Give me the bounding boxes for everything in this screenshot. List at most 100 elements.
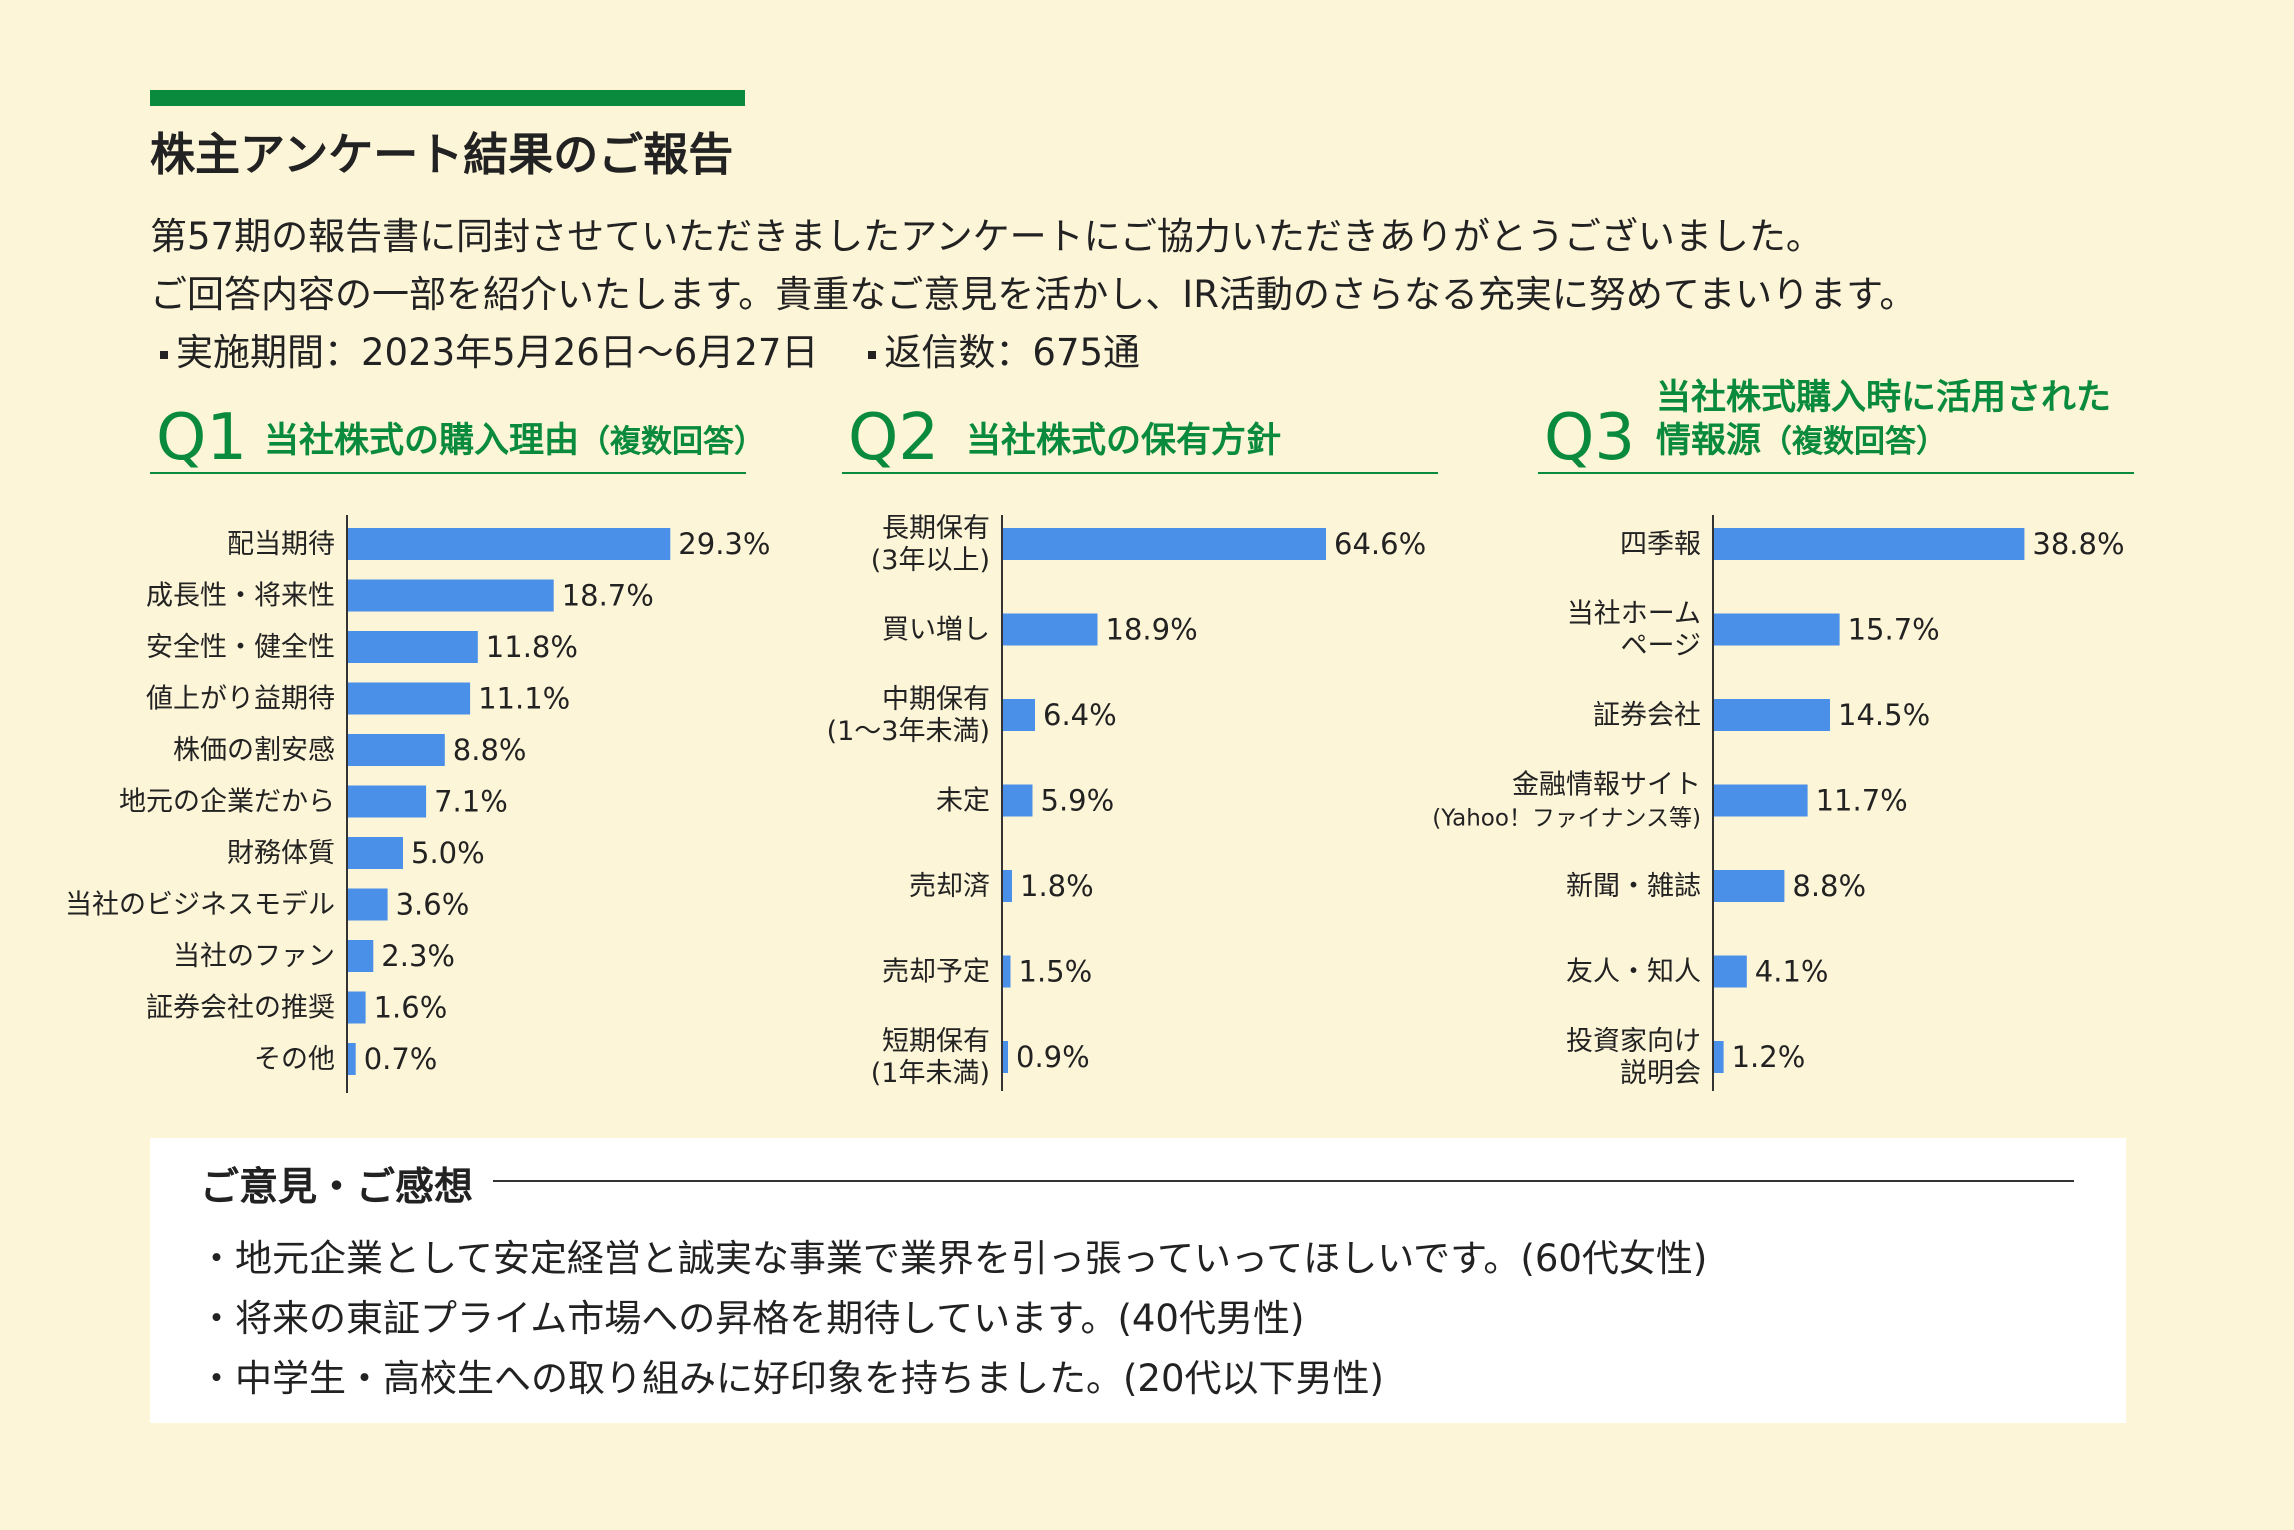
bar <box>1714 613 1840 646</box>
bar <box>1003 784 1033 817</box>
category-label: 友人・知人 <box>1566 957 1701 988</box>
category-label: 地元の企業だから <box>119 787 335 818</box>
bar <box>1714 870 1785 902</box>
comment-item: ・地元企業として安定経営と誠実な事業で業界を引っ張っていってほしいです。(60代… <box>198 1237 1708 1280</box>
data-label: 7.1% <box>434 785 508 819</box>
data-label: 1.5% <box>1019 955 1093 989</box>
q2-number: Q2 <box>848 401 940 475</box>
q1-title: 当社株式の購入理由（複数回答） <box>264 420 765 464</box>
data-label: 8.8% <box>453 733 527 767</box>
data-label: 11.1% <box>478 682 570 716</box>
category-label: 証券会社の推奨 <box>146 993 335 1024</box>
data-label: 1.6% <box>374 991 448 1025</box>
title-accent-bar <box>150 90 745 106</box>
data-label: 1.2% <box>1732 1040 1806 1074</box>
category-label: 四季報 <box>1620 529 1701 560</box>
bar <box>348 888 388 921</box>
bar <box>348 734 445 766</box>
data-label: 2.3% <box>381 939 455 973</box>
comments-divider <box>200 1180 2074 1182</box>
bar <box>348 682 471 715</box>
bar <box>348 528 671 560</box>
q1-title-sub: （複数回答） <box>579 424 766 461</box>
q2-header: Q2 当社株式の保有方針 <box>842 378 1438 474</box>
bar <box>1714 784 1808 817</box>
survey-meta: 実施期間：2023年5月26日～6月27日 返信数：675通 <box>160 322 1140 376</box>
category-label: 長期保有 <box>882 513 990 544</box>
q2-bar-chart: 64.6% 長期保有(3年以上) 18.9% 買い増し 6.4% 中期保有(1～3年未満)… <box>827 513 1426 1091</box>
data-label: 0.9% <box>1016 1040 1090 1074</box>
comment-item: ・将来の東証プライム市場への昇格を期待しています。(40代男性) <box>198 1297 1305 1340</box>
bar <box>1003 955 1011 988</box>
page-title: 株主アンケート結果のご報告 <box>150 128 734 181</box>
data-label: 11.7% <box>1816 784 1908 818</box>
bar <box>1714 1041 1724 1073</box>
bar <box>1714 528 2025 560</box>
category-label: 株価の割安感 <box>173 735 335 766</box>
data-label: 18.9% <box>1106 613 1198 647</box>
q1-bar-chart: 29.3% 配当期待 18.7% 成長性・将来性 11.8% 安全性・健全性 11.1% 値上… <box>65 515 770 1093</box>
bar <box>1003 870 1012 902</box>
data-label: 29.3% <box>678 527 770 561</box>
q2-title: 当社株式の保有方針 <box>966 420 1281 464</box>
comments-panel: ご意見・ご感想 ・地元企業として安定経営と誠実な事業で業界を引っ張っていってほし… <box>150 1138 2126 1423</box>
data-label: 4.1% <box>1755 955 1829 989</box>
data-label: 38.8% <box>2032 527 2124 561</box>
bar <box>348 1043 356 1075</box>
bar <box>348 579 554 612</box>
q1-header: Q1 当社株式の購入理由（複数回答） <box>150 378 765 475</box>
q3-title-line-2: 情報源 <box>1656 421 1762 462</box>
category-label: 当社のビジネスモデル <box>65 890 335 921</box>
category-label: 短期保有 <box>882 1026 990 1057</box>
category-label: 売却済 <box>909 871 990 902</box>
bar <box>1714 699 1830 731</box>
category-label: (1～3年未満) <box>827 716 990 747</box>
category-label: (1年未満) <box>871 1058 990 1089</box>
bar <box>348 837 403 869</box>
bar <box>1003 1041 1008 1073</box>
intro-line-2: ご回答内容の一部を紹介いたします。貴重なご意見を活かし、IR活動のさらなる充実に… <box>150 273 1917 316</box>
category-label: 当社のファン <box>173 941 335 972</box>
category-label: (Yahoo！ファイナンス等) <box>1432 806 1701 832</box>
data-label: 8.8% <box>1792 869 1866 903</box>
data-label: 64.6% <box>1334 527 1426 561</box>
comments-title: ご意見・ご感想 <box>200 1156 494 1212</box>
data-label: 3.6% <box>396 888 470 922</box>
bar <box>348 631 478 663</box>
category-label: 財務体質 <box>227 838 335 869</box>
category-label: 成長性・将来性 <box>146 581 335 612</box>
q3-number: Q3 <box>1544 401 1636 475</box>
bar <box>348 991 366 1024</box>
category-label: 新聞・雑誌 <box>1566 871 1701 902</box>
category-label: (3年以上) <box>871 545 990 576</box>
bar <box>1714 955 1747 988</box>
bar <box>348 785 427 818</box>
q3-title-line-1: 当社株式購入時に活用された <box>1656 377 2112 418</box>
bullet-square-icon <box>160 350 168 359</box>
data-label: 1.8% <box>1020 869 1094 903</box>
category-label: 安全性・健全性 <box>146 632 335 663</box>
data-label: 15.7% <box>1848 613 1940 647</box>
survey-responses: 返信数：675通 <box>884 331 1141 374</box>
q2-title-text: 当社株式の保有方針 <box>966 421 1282 462</box>
category-label: 配当期待 <box>227 529 335 560</box>
category-label: 金融情報サイト <box>1512 770 1701 801</box>
data-label: 0.7% <box>364 1042 438 1076</box>
q3-header: Q3 当社株式購入時に活用された 情報源（複数回答） <box>1538 378 2134 474</box>
comment-item: ・中学生・高校生への取り組みに好印象を持ちました。(20代以下男性) <box>198 1357 1384 1400</box>
category-label: 値上がり益期待 <box>146 684 335 715</box>
bar <box>1003 699 1035 731</box>
category-label: ページ <box>1621 631 1701 662</box>
category-label: 投資家向け <box>1566 1026 1701 1057</box>
data-label: 5.0% <box>411 836 485 870</box>
category-label: 未定 <box>936 786 990 817</box>
data-label: 11.8% <box>486 630 578 664</box>
survey-period: 実施期間：2023年5月26日～6月27日 <box>176 331 819 374</box>
q3-title: 当社株式購入時に活用された 情報源（複数回答） <box>1656 377 2111 465</box>
q1-number: Q1 <box>156 401 248 475</box>
bar <box>1003 613 1098 646</box>
data-label: 14.5% <box>1838 698 1930 732</box>
data-label: 5.9% <box>1041 784 1115 818</box>
intro-line-1: 第57期の報告書に同封させていただきましたアンケートにご協力いただきありがとうご… <box>150 215 1823 258</box>
